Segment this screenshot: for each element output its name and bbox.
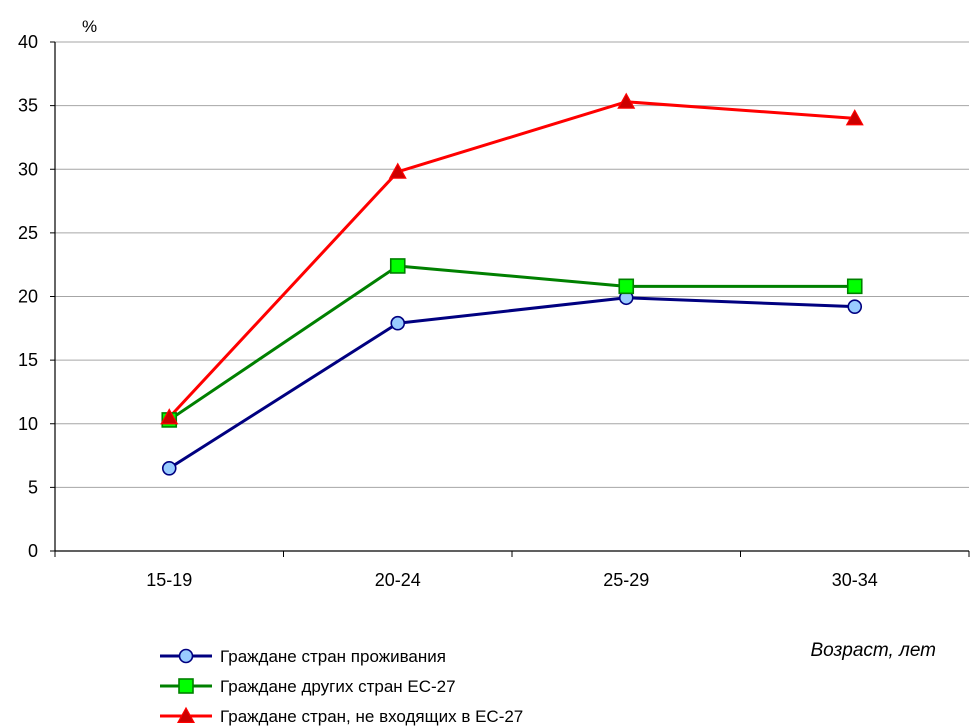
x-tick-label: 15-19 [146, 570, 192, 590]
x-axis-title: Возраст, лет [810, 640, 936, 661]
x-tick-label: 30-34 [832, 570, 878, 590]
series-lines [168, 100, 855, 470]
legend-item: Граждане стран проживания [160, 647, 446, 666]
legend-marker [178, 678, 194, 694]
y-tick-label: 20 [18, 287, 38, 307]
data-point-series-2 [846, 278, 863, 295]
data-point-series-2 [389, 258, 406, 274]
y-tick-label: 15 [18, 350, 38, 370]
y-tick-labels: 0 5 10 15 20 25 30 35 40 [18, 32, 38, 561]
y-tick-label: 40 [18, 32, 38, 52]
data-point-series-3 [160, 408, 179, 425]
y-tick-label: 0 [28, 541, 38, 561]
y-axis-unit-label: % [82, 17, 97, 36]
data-point-series-3 [845, 109, 864, 126]
series-line-1 [168, 296, 855, 470]
x-tick-label: 25-29 [603, 570, 649, 590]
series-line-2 [168, 264, 855, 422]
data-point-series-1 [161, 460, 177, 476]
gridlines [55, 41, 969, 488]
y-tick-label: 35 [18, 96, 38, 116]
data-point-series-3 [617, 92, 636, 109]
y-tick-label: 30 [18, 159, 38, 179]
y-tick-label: 25 [18, 223, 38, 243]
axes [50, 41, 970, 557]
data-point-series-2 [618, 278, 635, 295]
x-tick-label: 20-24 [375, 570, 421, 590]
legend-item: Граждане стран, не входящих в ЕС-27 [160, 706, 523, 726]
legend-label: Граждане стран проживания [220, 647, 446, 666]
data-point-series-3 [388, 162, 407, 179]
legend-label: Граждане других стран ЕС-27 [220, 677, 456, 696]
x-tick-labels: 15-19 20-24 25-29 30-34 [146, 570, 878, 590]
series-line-3 [168, 100, 855, 419]
data-point-series-1 [390, 315, 406, 331]
y-tick-label: 10 [18, 414, 38, 434]
y-tick-label: 5 [28, 477, 38, 497]
legend-label: Граждане стран, не входящих в ЕС-27 [220, 707, 523, 726]
legend-marker [176, 706, 196, 724]
legend-marker [178, 648, 194, 664]
legend-item: Граждане других стран ЕС-27 [160, 677, 456, 696]
series-markers [160, 92, 864, 476]
data-point-series-1 [847, 299, 863, 314]
legend: Граждане стран проживания Граждане других… [160, 647, 523, 726]
